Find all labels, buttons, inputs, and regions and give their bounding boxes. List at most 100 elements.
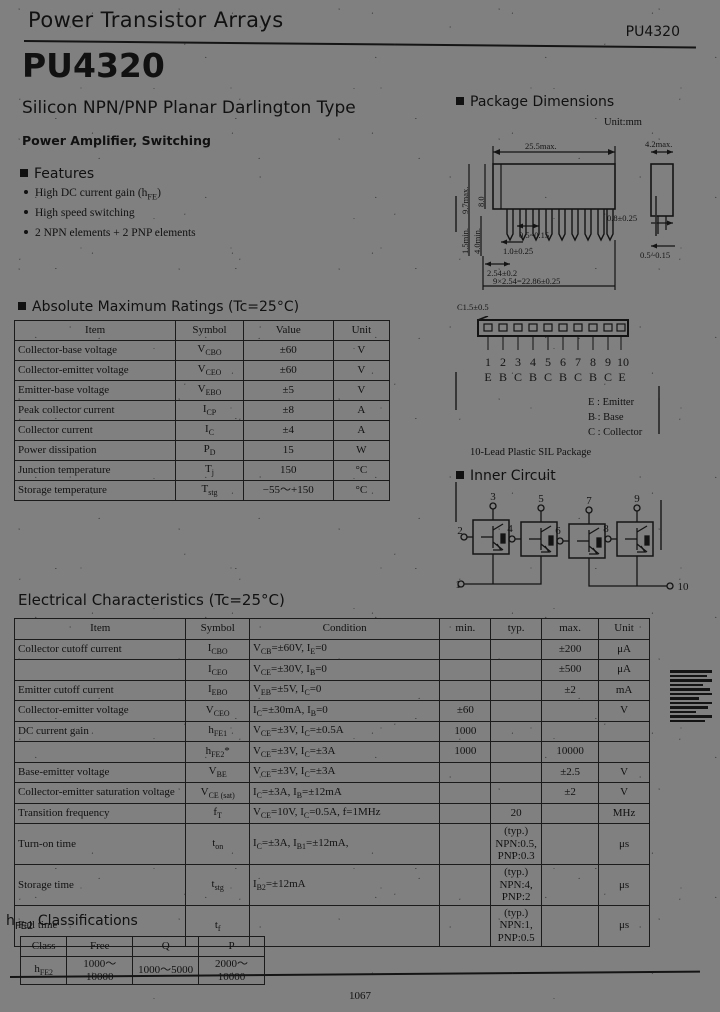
characteristic-max	[541, 700, 600, 722]
characteristic-condition	[248, 904, 441, 947]
pin-label: 10	[678, 581, 690, 593]
characteristic-symbol: fT	[185, 802, 250, 824]
characteristic-condition: VCE=±3V, IC=±0.5A	[248, 720, 441, 742]
characteristic-unit: mA	[598, 679, 650, 701]
characteristic-item: Collector cutoff current	[13, 638, 187, 660]
legend-collector: C : Collector	[588, 427, 643, 439]
characteristic-min	[439, 863, 492, 906]
dim-side-lead-t: 0.5~0.15	[640, 250, 670, 260]
rating-value: ±8	[242, 400, 334, 421]
rating-item: Storage temperature	[13, 480, 177, 501]
characteristic-condition: IB2=±12mA	[248, 863, 441, 906]
characteristic-max: ±2	[541, 782, 600, 804]
characteristic-symbol: VBE	[185, 761, 250, 783]
rating-value: ±4	[242, 420, 334, 441]
pin-function: B	[529, 370, 537, 384]
header-part-reference: PU4320	[625, 24, 680, 40]
col-symbol: Symbol	[185, 618, 250, 640]
bullet-square-icon	[456, 97, 464, 105]
characteristic-item: Emitter cutoff current	[13, 679, 187, 701]
pin-number: 9	[605, 355, 611, 369]
features-heading: Features	[20, 166, 94, 182]
col-value: Value	[242, 320, 334, 341]
characteristic-condition: IC=±30mA, IB=0	[248, 700, 441, 722]
characteristic-max: ±2	[541, 679, 600, 701]
rating-symbol: VCBO	[175, 340, 244, 361]
characteristic-item: DC current gain	[13, 720, 187, 742]
legend-base: B : Base	[588, 412, 624, 424]
rating-value: 15	[242, 440, 334, 461]
pin-label: 2	[457, 525, 463, 537]
characteristic-unit: μA	[598, 638, 650, 660]
pin-number: 5	[545, 355, 551, 369]
page-number: 1067	[349, 990, 371, 1002]
rating-value: −55～+150	[242, 480, 334, 501]
characteristic-symbol: tstg	[185, 863, 250, 906]
col-typ: typ.	[490, 618, 543, 640]
characteristic-unit: μs	[598, 823, 650, 865]
bullet-square-icon	[456, 471, 464, 479]
rating-value: ±5	[242, 380, 334, 401]
table-row: Collector-base voltage VCBO ±60 V	[13, 340, 391, 361]
rating-symbol: ICP	[175, 400, 244, 421]
characteristic-min	[439, 638, 492, 660]
bullet-square-icon	[20, 169, 28, 177]
characteristic-typ	[490, 638, 543, 660]
characteristic-min	[439, 782, 492, 804]
part-number: PU4320	[22, 46, 165, 85]
classification-q: 1000～5000	[132, 955, 200, 986]
characteristic-symbol: IEBO	[185, 679, 250, 701]
rating-symbol: Tstg	[175, 480, 244, 501]
dim-lead-width: 1.0±0.25	[503, 246, 533, 256]
pin-number: 6	[560, 355, 566, 369]
table-row: Storage time tstg IB2=±12mA (typ.) NPN:4, P…	[13, 863, 650, 906]
dim-pitch-total: 9×2.54=22.86±0.25	[493, 276, 560, 286]
pin-function: C	[514, 370, 522, 384]
dim-inner-height: 8.0	[476, 196, 486, 207]
characteristic-item: Collector-emitter saturation voltage	[13, 782, 187, 804]
pin-label: 6	[555, 525, 561, 537]
characteristic-typ	[490, 741, 543, 763]
characteristic-min	[439, 679, 492, 701]
characteristic-typ	[490, 679, 543, 701]
dim-side-width: 4.2max.	[645, 139, 672, 149]
characteristic-condition: VCE=±3V, IC=±3A	[248, 741, 441, 763]
characteristic-condition: VCE=10V, IC=0.5A, f=1MHz	[248, 802, 441, 824]
col-max: max.	[541, 618, 600, 640]
characteristic-unit: μs	[598, 904, 650, 947]
dim-body-length: 25.5max.	[525, 141, 557, 151]
rating-value: 150	[242, 460, 334, 481]
col-unit: Unit	[332, 320, 391, 341]
table-row: hFE2* VCE=±3V, IC=±3A 1000 10000	[13, 741, 650, 763]
absolute-maximum-ratings-table: Item Symbol Value Unit Collector-base vo…	[13, 320, 391, 501]
characteristic-typ: 20	[490, 802, 543, 824]
col-condition: Condition	[248, 618, 441, 640]
col-item: Item	[13, 320, 177, 341]
table-row: ICEO VCE=±30V, IB=0 ±500 μA	[13, 659, 650, 681]
rating-unit: °C	[332, 460, 391, 481]
characteristic-min	[439, 659, 492, 681]
characteristic-typ: (typ.) NPN:0.5, PNP:0.3	[490, 823, 543, 865]
characteristic-unit: μA	[598, 659, 650, 681]
col-symbol: Symbol	[175, 320, 244, 341]
col-q: Q	[132, 936, 200, 957]
characteristic-symbol: hFE1	[185, 720, 250, 742]
col-item: Item	[13, 618, 187, 640]
pin-number: 4	[530, 355, 536, 369]
characteristic-symbol: VCE (sat)	[185, 782, 250, 804]
rating-unit: V	[332, 340, 391, 361]
characteristic-typ	[490, 659, 543, 681]
pin-legend: E : Emitter B : Base C : Collector	[588, 395, 642, 441]
characteristic-condition: IC=±3A, IB=±12mA	[248, 782, 441, 804]
table-row: Base-emitter voltage VBE VCE=±3V, IC=±3A ±2…	[13, 761, 650, 783]
feature-item: High DC current gain (hFE)	[24, 187, 161, 201]
characteristic-max	[541, 823, 600, 865]
pin-label: 8	[603, 523, 609, 535]
pin-function: B	[589, 370, 597, 384]
pin-number: 8	[590, 355, 596, 369]
table-header-row: Item Symbol Condition min. typ. max. Uni…	[13, 618, 650, 640]
pin-function: C	[544, 370, 552, 384]
pin-label: 1	[455, 579, 461, 591]
